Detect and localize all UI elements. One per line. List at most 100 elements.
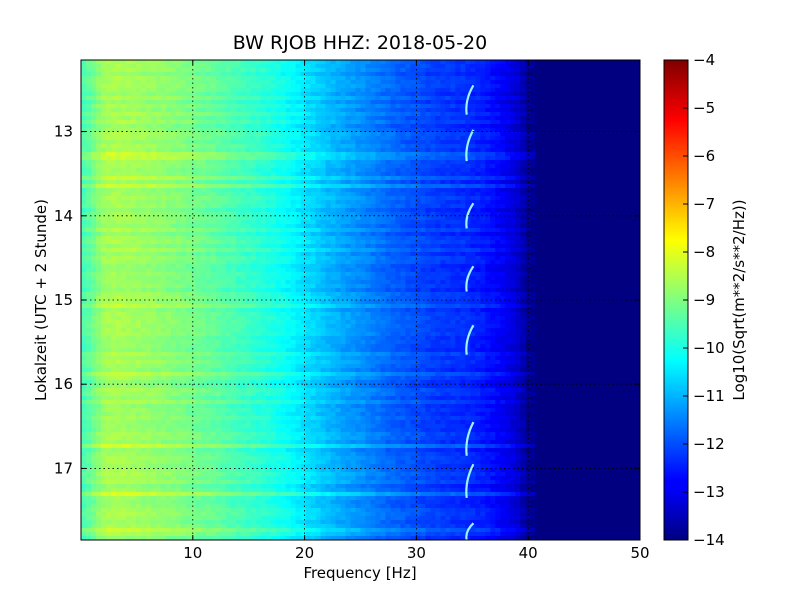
- heatmap-cell: [120, 228, 127, 233]
- heatmap-cell: [330, 172, 337, 177]
- heatmap-cell: [490, 80, 496, 85]
- heatmap-cell: [540, 84, 546, 89]
- heatmap-cell: [205, 200, 212, 205]
- heatmap-cell: [465, 104, 471, 109]
- heatmap-cell: [170, 192, 177, 197]
- heatmap-cell: [290, 60, 297, 65]
- heatmap-cell: [345, 144, 352, 149]
- heatmap-cell: [545, 72, 551, 77]
- heatmap-cell: [290, 180, 297, 185]
- heatmap-cell: [400, 112, 407, 117]
- heatmap-cell: [585, 184, 591, 189]
- heatmap-cell: [570, 132, 576, 137]
- heatmap-cell: [580, 96, 586, 101]
- heatmap-cell: [345, 164, 352, 169]
- heatmap-cell: [510, 64, 516, 69]
- heatmap-cell: [290, 112, 297, 117]
- heatmap-cell: [410, 112, 416, 117]
- heatmap-cell: [320, 172, 327, 177]
- heatmap-cell: [495, 60, 501, 65]
- heatmap-cell: [125, 72, 132, 77]
- heatmap-cell: [590, 76, 596, 81]
- heatmap-cell: [425, 188, 431, 193]
- heatmap-cell: [275, 116, 282, 121]
- heatmap-cell: [450, 72, 456, 77]
- heatmap-cell: [185, 216, 192, 221]
- heatmap-cell: [400, 184, 407, 189]
- heatmap-cell: [410, 204, 416, 209]
- heatmap-cell: [355, 192, 362, 197]
- heatmap-cell: [100, 144, 107, 149]
- heatmap-cell: [100, 156, 107, 161]
- heatmap-cell: [545, 152, 551, 157]
- heatmap-cell: [105, 124, 112, 129]
- heatmap-cell: [615, 184, 621, 189]
- heatmap-cell: [240, 184, 247, 189]
- heatmap-cell: [535, 176, 541, 181]
- heatmap-cell: [460, 164, 466, 169]
- heatmap-cell: [220, 144, 227, 149]
- heatmap-cell: [335, 136, 342, 141]
- heatmap-cell: [355, 88, 362, 93]
- heatmap-cell: [245, 196, 252, 201]
- heatmap-cell: [480, 152, 486, 157]
- heatmap-cell: [175, 104, 182, 109]
- heatmap-cell: [325, 128, 332, 133]
- heatmap-cell: [550, 180, 556, 185]
- heatmap-cell: [195, 220, 202, 225]
- heatmap-cell: [555, 228, 561, 233]
- heatmap-cell: [490, 204, 496, 209]
- heatmap-cell: [330, 184, 337, 189]
- heatmap-cell: [575, 140, 581, 145]
- heatmap-cell: [275, 68, 282, 73]
- heatmap-cell: [405, 176, 412, 181]
- heatmap-cell: [635, 180, 640, 185]
- heatmap-cell: [300, 176, 307, 181]
- heatmap-cell: [575, 84, 581, 89]
- heatmap-cell: [140, 160, 147, 165]
- heatmap-cell: [210, 144, 217, 149]
- heatmap-cell: [590, 156, 596, 161]
- heatmap-cell: [535, 148, 541, 153]
- heatmap-cell: [150, 196, 157, 201]
- heatmap-cell: [275, 76, 282, 81]
- heatmap-cell: [85, 64, 92, 69]
- heatmap-cell: [235, 200, 242, 205]
- heatmap-cell: [300, 192, 307, 197]
- heatmap-cell: [315, 96, 322, 101]
- heatmap-cell: [245, 60, 252, 65]
- heatmap-cell: [500, 64, 506, 69]
- heatmap-cell: [290, 224, 297, 229]
- heatmap-cell: [575, 152, 581, 157]
- heatmap-cell: [115, 216, 122, 221]
- heatmap-cell: [520, 80, 526, 85]
- heatmap-cell: [275, 200, 282, 205]
- heatmap-cell: [625, 148, 631, 153]
- heatmap-cell: [290, 164, 297, 169]
- heatmap-cell: [540, 140, 546, 145]
- heatmap-cell: [565, 160, 571, 165]
- heatmap-cell: [580, 64, 586, 69]
- heatmap-cell: [500, 144, 506, 149]
- heatmap-cell: [380, 144, 387, 149]
- heatmap-cell: [380, 96, 387, 101]
- heatmap-cell: [365, 232, 372, 237]
- heatmap-cell: [345, 72, 352, 77]
- heatmap-cell: [210, 88, 217, 93]
- heatmap-cell: [515, 224, 521, 229]
- heatmap-cell: [580, 88, 586, 93]
- heatmap-cell: [100, 160, 107, 165]
- heatmap-cell: [365, 68, 372, 73]
- heatmap-cell: [140, 72, 147, 77]
- heatmap-cell: [180, 188, 187, 193]
- heatmap-cell: [220, 72, 227, 77]
- heatmap-cell: [390, 216, 397, 221]
- heatmap-cell: [155, 156, 162, 161]
- heatmap-cell: [445, 120, 451, 125]
- heatmap-cell: [165, 164, 172, 169]
- heatmap-cell: [605, 108, 611, 113]
- heatmap-cell: [580, 228, 586, 233]
- heatmap-cell: [340, 116, 347, 121]
- heatmap-cell: [100, 100, 107, 105]
- heatmap-cell: [105, 116, 112, 121]
